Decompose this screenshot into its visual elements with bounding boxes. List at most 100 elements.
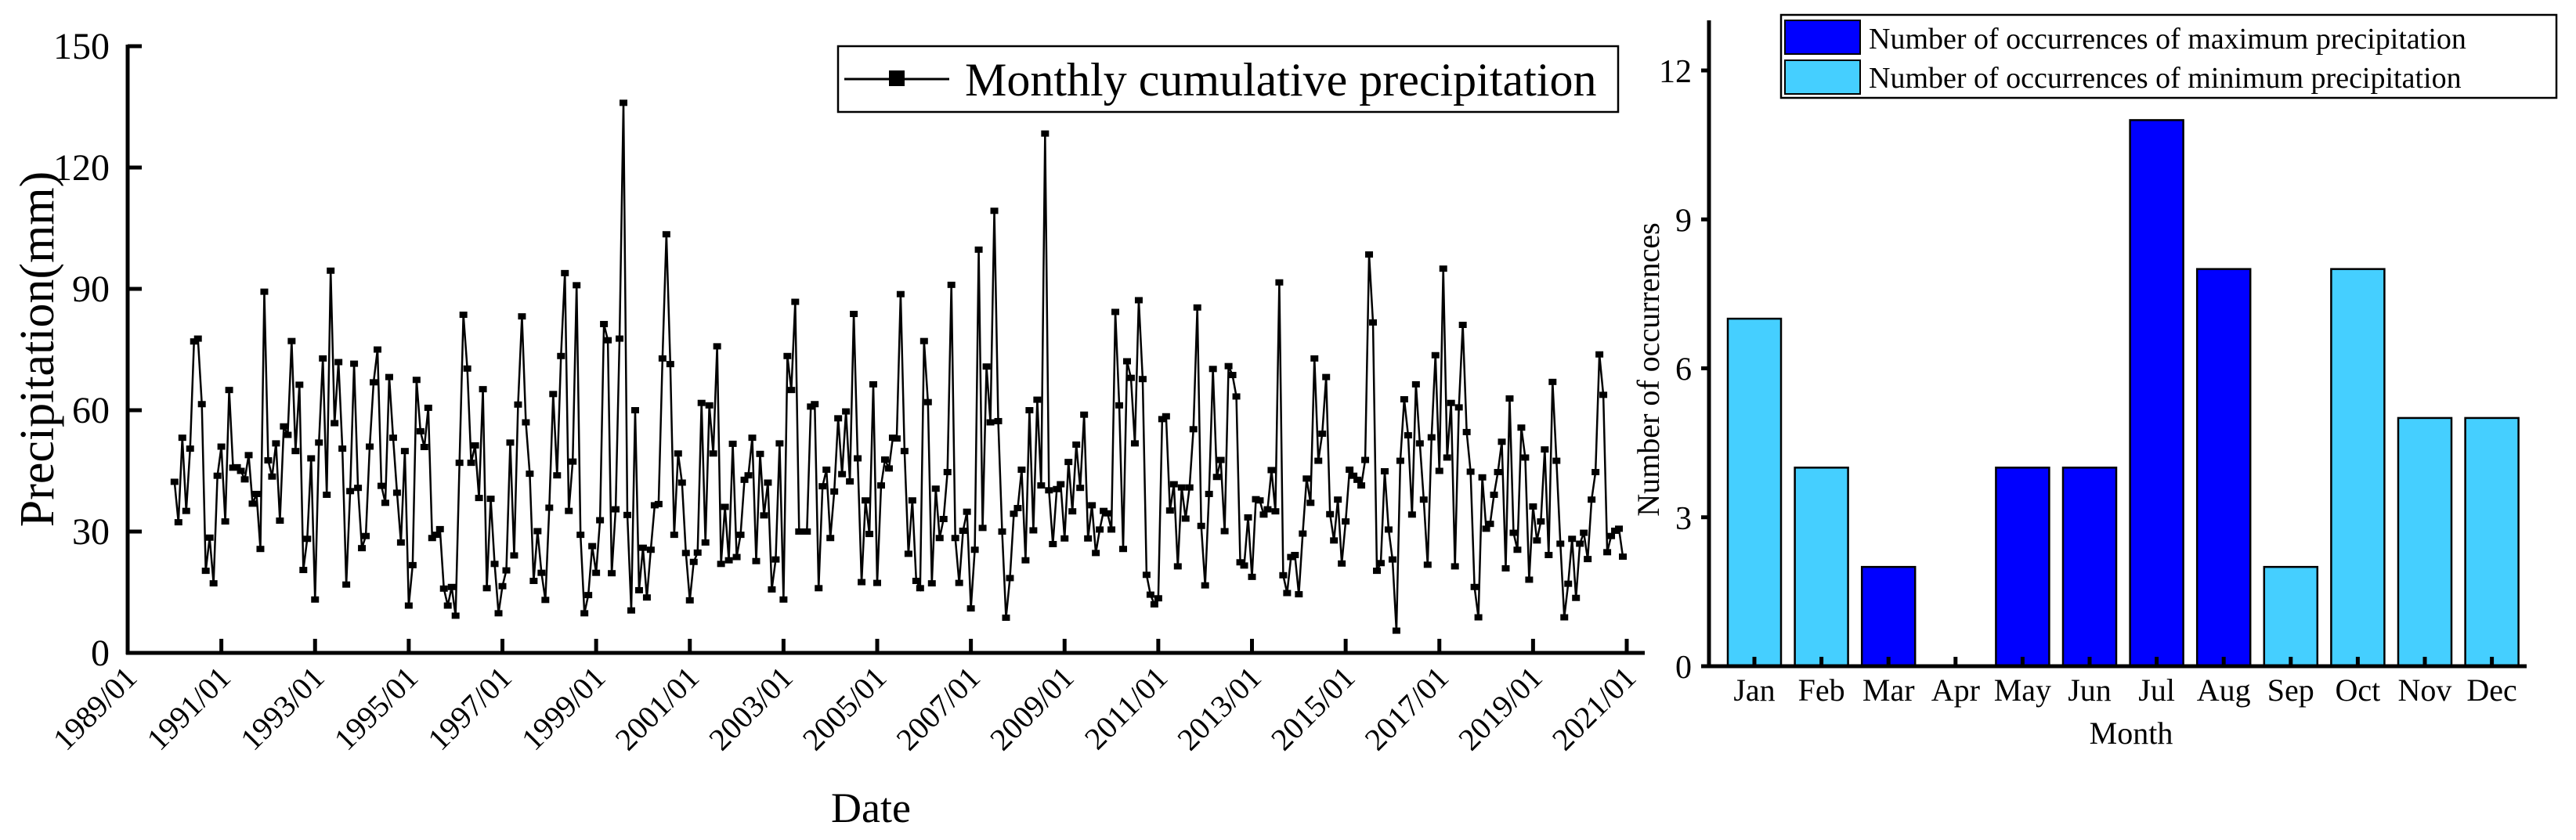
data-point-marker xyxy=(1411,380,1420,388)
data-point-marker xyxy=(225,387,233,394)
data-point-marker xyxy=(1111,308,1120,315)
bar-min-jan xyxy=(1726,317,1783,668)
data-point-marker xyxy=(1361,456,1370,463)
data-point-marker xyxy=(1458,321,1467,328)
data-point-marker xyxy=(744,472,753,479)
data-point-marker xyxy=(677,479,686,486)
data-point-marker xyxy=(1068,508,1077,515)
x-tick-label: 2011/01 xyxy=(1078,660,1174,756)
data-point-marker xyxy=(1615,525,1624,532)
x-tick-label: 2005/01 xyxy=(796,660,894,758)
data-point-marker xyxy=(1267,467,1276,474)
bar-min-dec xyxy=(2464,416,2520,668)
data-point-marker xyxy=(1228,372,1237,379)
data-point-marker xyxy=(1010,510,1018,517)
data-point-marker xyxy=(803,528,811,535)
bar-min-feb xyxy=(1794,467,1849,668)
data-point-marker xyxy=(1279,571,1288,579)
data-point-marker xyxy=(978,525,987,532)
data-point-marker xyxy=(1404,432,1412,439)
x-tick-label: 2001/01 xyxy=(609,660,706,758)
data-point-marker xyxy=(630,407,639,413)
precipitation-series-line xyxy=(173,103,1624,631)
data-point-marker xyxy=(248,500,257,507)
data-point-marker xyxy=(463,365,471,372)
data-point-marker xyxy=(1130,440,1139,447)
data-point-marker xyxy=(1454,404,1463,411)
data-point-marker xyxy=(420,444,428,451)
data-point-marker xyxy=(842,408,851,415)
data-point-marker xyxy=(1057,481,1065,488)
data-point-marker xyxy=(1201,582,1209,589)
data-point-marker xyxy=(1318,430,1327,437)
data-point-marker xyxy=(1388,556,1396,563)
data-point-marker xyxy=(862,497,870,504)
data-point-marker xyxy=(374,346,381,353)
bar-chart: Jan Feb Mar Apr May Jun Jul Aug Sep Oct Nov Dec 0 3 6 9… xyxy=(1631,13,2558,751)
data-point-marker xyxy=(459,312,468,319)
data-point-marker xyxy=(362,532,370,539)
data-point-marker xyxy=(276,517,284,525)
data-point-marker xyxy=(307,455,316,462)
data-point-marker xyxy=(1259,511,1268,518)
data-point-marker xyxy=(990,207,999,215)
data-point-marker xyxy=(1002,615,1010,622)
data-point-marker xyxy=(846,478,854,485)
data-point-marker xyxy=(1545,551,1553,558)
data-point-marker xyxy=(1138,376,1147,383)
data-point-marker xyxy=(490,561,499,568)
data-point-marker xyxy=(904,550,912,557)
data-point-marker xyxy=(1084,535,1093,542)
data-point-marker xyxy=(240,476,249,483)
data-point-marker xyxy=(366,443,374,450)
data-point-marker xyxy=(1037,482,1046,489)
data-point-marker xyxy=(760,512,768,519)
data-point-marker xyxy=(966,605,975,612)
data-point-marker xyxy=(358,545,367,552)
data-point-marker xyxy=(717,561,725,568)
precipitation-markers xyxy=(170,99,1628,634)
data-point-marker xyxy=(435,525,444,532)
data-point-marker xyxy=(600,320,609,327)
data-point-marker xyxy=(377,482,385,489)
month-label: Jan xyxy=(1733,672,1775,708)
data-point-marker xyxy=(256,546,265,553)
x-tick-label: 1999/01 xyxy=(515,660,612,758)
data-point-marker xyxy=(764,479,772,486)
data-point-marker xyxy=(783,352,792,359)
data-point-marker xyxy=(927,580,936,587)
data-point-marker xyxy=(170,478,179,485)
data-point-marker xyxy=(854,455,862,462)
bar-max-jul xyxy=(2129,119,2184,668)
data-point-marker xyxy=(1185,484,1194,491)
data-point-marker xyxy=(319,355,327,362)
data-point-marker xyxy=(736,532,745,539)
data-point-marker xyxy=(1205,490,1213,497)
month-label: Mar xyxy=(1862,672,1915,708)
data-point-marker xyxy=(662,231,670,238)
data-point-marker xyxy=(931,485,940,492)
data-point-marker xyxy=(1169,481,1178,488)
data-point-marker xyxy=(963,508,971,515)
data-point-marker xyxy=(1392,627,1400,634)
data-point-marker xyxy=(1369,319,1378,326)
bar-y-tick-label: 0 xyxy=(1675,650,1692,686)
data-point-marker xyxy=(923,398,932,406)
data-point-marker xyxy=(1599,391,1608,398)
x-tick-label: 2015/01 xyxy=(1264,660,1362,758)
data-point-marker xyxy=(1537,518,1545,525)
data-point-marker xyxy=(1541,446,1549,453)
data-point-marker xyxy=(916,585,924,592)
data-point-marker xyxy=(455,460,464,467)
data-point-marker xyxy=(350,360,359,367)
data-point-marker xyxy=(1423,561,1432,568)
data-point-marker xyxy=(1197,522,1205,529)
bar-min-oct xyxy=(2330,268,2386,668)
data-point-marker xyxy=(545,504,554,511)
data-point-marker xyxy=(1376,560,1385,567)
data-point-marker xyxy=(1193,304,1201,311)
data-point-marker xyxy=(986,419,995,426)
bar-x-axis-title: Month xyxy=(2090,716,2173,751)
data-point-marker xyxy=(1107,526,1116,533)
data-point-marker xyxy=(182,507,190,514)
